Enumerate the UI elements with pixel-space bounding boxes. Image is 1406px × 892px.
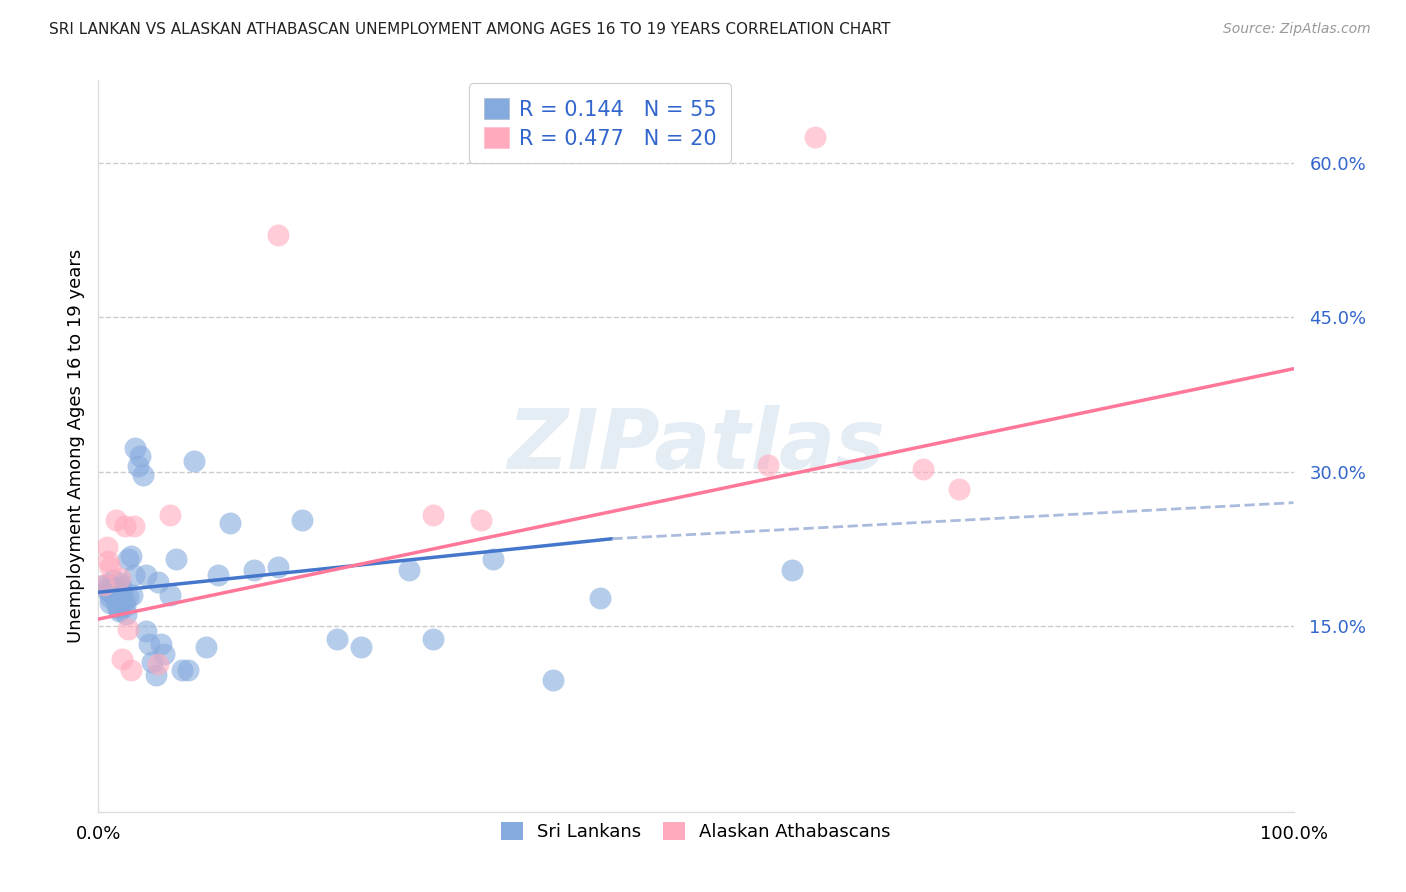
Y-axis label: Unemployment Among Ages 16 to 19 years: Unemployment Among Ages 16 to 19 years bbox=[66, 249, 84, 643]
Point bbox=[97, 554, 120, 568]
Point bbox=[98, 596, 122, 610]
Point bbox=[541, 673, 564, 687]
Point bbox=[470, 513, 492, 527]
Point bbox=[267, 227, 290, 242]
Point bbox=[195, 640, 218, 654]
Point bbox=[148, 657, 170, 672]
Point bbox=[127, 458, 149, 473]
Point bbox=[105, 513, 128, 527]
Point bbox=[93, 578, 115, 592]
Point bbox=[117, 552, 139, 566]
Point bbox=[115, 607, 138, 621]
Point bbox=[149, 637, 172, 651]
Point bbox=[243, 563, 266, 577]
Point bbox=[110, 580, 132, 594]
Point bbox=[114, 519, 136, 533]
Point bbox=[138, 637, 160, 651]
Point bbox=[93, 578, 115, 592]
Point bbox=[267, 559, 290, 574]
Point bbox=[107, 600, 129, 615]
Point bbox=[422, 632, 444, 646]
Text: Source: ZipAtlas.com: Source: ZipAtlas.com bbox=[1223, 22, 1371, 37]
Point bbox=[96, 583, 118, 598]
Point bbox=[131, 467, 153, 482]
Point bbox=[756, 458, 779, 472]
Point bbox=[98, 583, 121, 598]
Point bbox=[159, 508, 181, 522]
Point bbox=[159, 588, 181, 602]
Point bbox=[111, 652, 134, 666]
Point bbox=[129, 450, 152, 464]
Point bbox=[108, 576, 131, 591]
Point bbox=[177, 663, 200, 677]
Point bbox=[108, 571, 131, 585]
Point bbox=[107, 604, 129, 618]
Point bbox=[481, 552, 505, 566]
Point bbox=[105, 596, 128, 610]
Point bbox=[145, 667, 167, 681]
Point bbox=[350, 640, 373, 654]
Point bbox=[165, 552, 187, 566]
Point bbox=[148, 574, 170, 589]
Point bbox=[114, 599, 136, 613]
Point bbox=[291, 513, 314, 527]
Point bbox=[207, 567, 229, 582]
Point bbox=[124, 441, 146, 455]
Point bbox=[111, 585, 134, 599]
Point bbox=[120, 663, 142, 677]
Point bbox=[103, 580, 125, 594]
Point bbox=[101, 573, 124, 587]
Point bbox=[117, 623, 139, 637]
Point bbox=[121, 588, 143, 602]
Point bbox=[153, 647, 176, 661]
Point bbox=[804, 130, 827, 145]
Point bbox=[172, 663, 194, 677]
Point bbox=[117, 591, 139, 605]
Point bbox=[105, 588, 128, 602]
Point bbox=[183, 454, 205, 468]
Point bbox=[98, 591, 122, 605]
Text: ZIPatlas: ZIPatlas bbox=[508, 406, 884, 486]
Point bbox=[911, 461, 934, 475]
Point bbox=[96, 540, 118, 554]
Point bbox=[112, 593, 135, 607]
Point bbox=[98, 585, 122, 599]
Point bbox=[219, 516, 242, 531]
Point bbox=[124, 567, 146, 582]
Point bbox=[124, 519, 146, 533]
Point bbox=[780, 563, 803, 577]
Point bbox=[141, 656, 163, 670]
Point bbox=[98, 559, 122, 574]
Point bbox=[398, 563, 420, 577]
Point bbox=[422, 508, 444, 522]
Point bbox=[135, 567, 157, 582]
Legend: Sri Lankans, Alaskan Athabascans: Sri Lankans, Alaskan Athabascans bbox=[492, 813, 900, 850]
Point bbox=[120, 549, 142, 564]
Point bbox=[97, 578, 120, 592]
Point bbox=[589, 591, 612, 606]
Point bbox=[948, 483, 970, 497]
Point bbox=[326, 632, 349, 646]
Text: SRI LANKAN VS ALASKAN ATHABASCAN UNEMPLOYMENT AMONG AGES 16 TO 19 YEARS CORRELAT: SRI LANKAN VS ALASKAN ATHABASCAN UNEMPLO… bbox=[49, 22, 891, 37]
Point bbox=[135, 624, 157, 639]
